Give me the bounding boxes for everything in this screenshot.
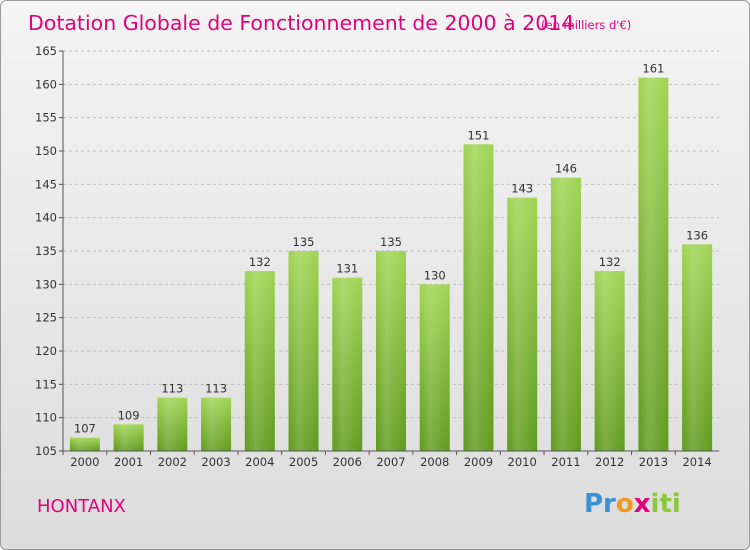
bar-shine <box>594 271 625 451</box>
x-tick-label: 2000 <box>70 455 99 469</box>
data-label: 130 <box>424 268 446 282</box>
bars <box>69 77 713 452</box>
data-label: 113 <box>205 382 227 396</box>
x-tick-label: 2014 <box>682 455 711 469</box>
x-tick-label: 2003 <box>201 455 230 469</box>
bar-2000 <box>69 437 100 451</box>
x-tick-label: 2007 <box>376 455 405 469</box>
logo-part-1: Pr <box>584 489 616 519</box>
x-tick-label: 2002 <box>158 455 187 469</box>
bar-shine <box>244 271 275 451</box>
data-label: 131 <box>336 262 358 276</box>
bar-2010 <box>507 197 538 451</box>
bar-shine <box>332 277 363 451</box>
bar-2009 <box>463 144 494 452</box>
bar-2011 <box>550 177 581 451</box>
y-tick-label: 155 <box>35 111 57 125</box>
logo-part-4: iti <box>650 489 681 519</box>
bar-shine <box>69 437 100 451</box>
bar-2005 <box>288 251 319 451</box>
data-label: 146 <box>555 162 577 176</box>
y-tick-label: 120 <box>35 344 57 358</box>
bar-shine <box>113 424 144 451</box>
y-tick-label: 105 <box>35 444 57 458</box>
y-tick-label: 135 <box>35 244 57 258</box>
data-label: 109 <box>118 408 140 422</box>
data-label: 136 <box>686 228 708 242</box>
y-tick-label: 160 <box>35 77 57 91</box>
x-tick-label: 2011 <box>551 455 580 469</box>
bar-2001 <box>113 424 144 451</box>
bar-2003 <box>201 397 232 451</box>
x-tick-label: 2009 <box>464 455 493 469</box>
chart-subtitle: (en milliers d'€) <box>541 18 631 32</box>
bar-2002 <box>157 397 188 451</box>
bar-2012 <box>594 271 625 451</box>
y-tick-label: 140 <box>35 211 57 225</box>
bar-shine <box>507 197 538 451</box>
x-tick-label: 2005 <box>289 455 318 469</box>
chart-title: Dotation Globale de Fonctionnement de 20… <box>28 11 574 35</box>
y-tick-label: 130 <box>35 277 57 291</box>
y-tick-label: 125 <box>35 311 57 325</box>
x-tick-label: 2013 <box>639 455 668 469</box>
bar-shine <box>201 397 232 451</box>
bar-2006 <box>332 277 363 451</box>
data-label: 161 <box>642 62 664 76</box>
bar-2007 <box>376 251 406 451</box>
bar-2004 <box>244 271 275 451</box>
x-tick-label: 2012 <box>595 455 624 469</box>
data-label: 135 <box>380 235 402 249</box>
proxiti-logo: Proxiti <box>584 489 681 519</box>
y-tick-label: 110 <box>35 411 57 425</box>
axes <box>62 51 719 452</box>
data-label: 113 <box>161 382 183 396</box>
bar-shine <box>638 77 669 452</box>
bar-shine <box>157 397 188 451</box>
data-label: 132 <box>249 255 271 269</box>
bar-2013 <box>638 77 669 452</box>
data-label: 107 <box>74 422 96 436</box>
x-tick-label: 2006 <box>333 455 362 469</box>
y-tick-label: 115 <box>35 377 57 391</box>
data-label: 151 <box>467 128 489 142</box>
y-axis-ticks: 105 110 115 120 125 130 135 140 145 150 155 160 165 <box>35 44 63 458</box>
y-tick-label: 165 <box>35 44 57 58</box>
logo-part-2: o <box>615 489 634 519</box>
data-label: 132 <box>599 255 621 269</box>
bar-shine <box>550 177 581 451</box>
bar-2014 <box>682 244 713 451</box>
x-axis-ticks: 2000 2001 2002 2003 2004 2005 2006 2007 2008 2009… <box>62 451 712 469</box>
bar-shine <box>376 251 406 451</box>
x-tick-label: 2008 <box>420 455 449 469</box>
data-label: 143 <box>511 182 533 196</box>
x-tick-label: 2004 <box>245 455 274 469</box>
bar-shine <box>288 251 319 451</box>
bar-shine <box>682 244 713 451</box>
data-labels: 107 109 113 113 132 135 131 135 130 151 143 146 132 1… <box>74 62 708 436</box>
x-tick-label: 2001 <box>114 455 143 469</box>
y-tick-label: 150 <box>35 144 57 158</box>
bar-shine <box>419 284 450 451</box>
commune-name: HONTANX <box>37 496 126 517</box>
logo-part-3: x <box>633 489 651 519</box>
x-tick-label: 2010 <box>508 455 537 469</box>
bar-2008 <box>419 284 450 451</box>
bar-shine <box>463 144 494 452</box>
data-label: 135 <box>293 235 315 249</box>
y-tick-label: 145 <box>35 177 57 191</box>
